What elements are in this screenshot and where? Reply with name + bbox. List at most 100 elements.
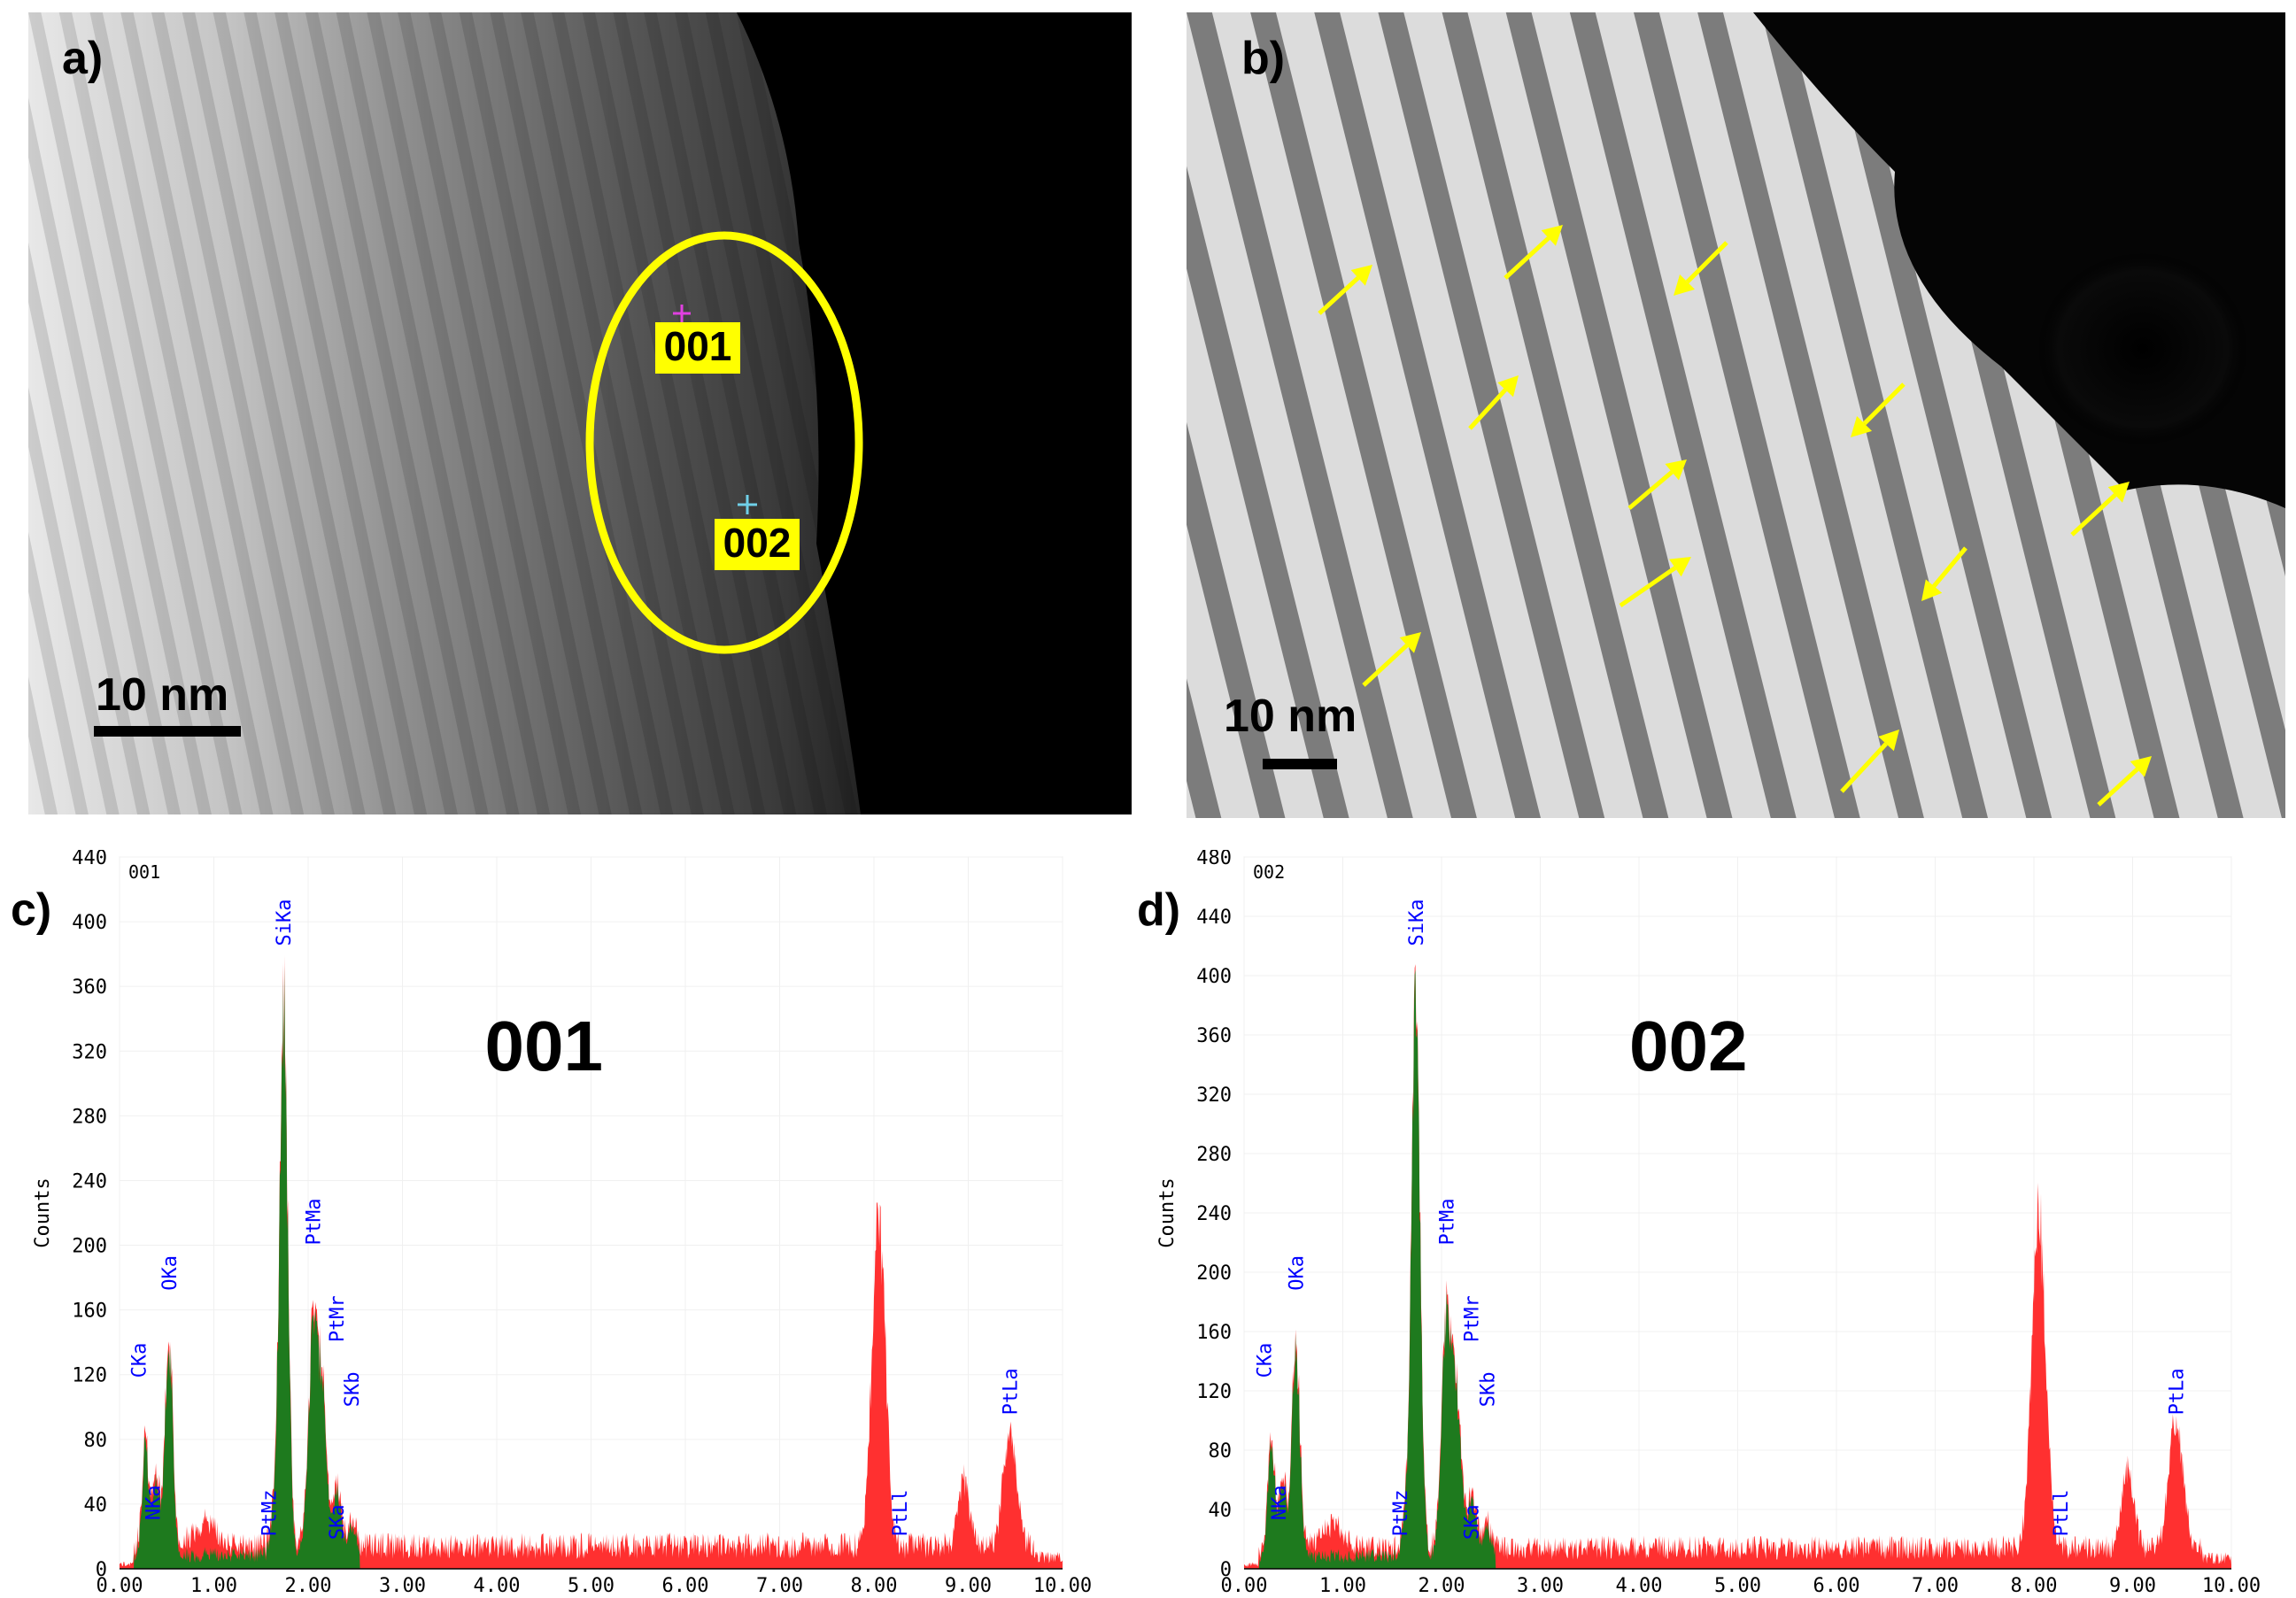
eds-spectrum-002: 0 40 80 120 160 200 240 280 320 360 400 440 480 0.00 1… — [1142, 847, 2284, 1597]
peak-label-skb: SKb — [1477, 1372, 1499, 1408]
peak-label-oka: OKa — [159, 1255, 182, 1291]
stem-image-a-canvas: 001 002 10 nm — [28, 12, 1132, 814]
peak-label-ptmr: PtMr — [1461, 1295, 1483, 1342]
peak-label-skb: SKb — [342, 1372, 364, 1408]
y-tick-label: 480 — [1196, 850, 1232, 869]
panel-label-c: c) — [11, 884, 52, 936]
peak-label-ptla: PtLa — [1000, 1368, 1022, 1415]
y-tick-label: 280 — [1196, 1144, 1232, 1166]
peak-label-ptll: PtLl — [890, 1489, 912, 1536]
peak-label-ska: SKa — [327, 1504, 349, 1540]
x-tick-label: 7.00 — [756, 1575, 803, 1594]
x-tick-label: 6.00 — [1813, 1575, 1860, 1594]
x-tick-label: 4.00 — [474, 1575, 521, 1594]
spectrum-corner-label: 002 — [1253, 861, 1285, 883]
y-tick-label: 120 — [1196, 1381, 1232, 1403]
peak-label-cka: CKa — [1254, 1343, 1276, 1378]
peak-label-ptla: PtLa — [2167, 1368, 2189, 1415]
x-tick-label: 6.00 — [662, 1575, 709, 1594]
peak-label-sika: SiKa — [1406, 899, 1428, 946]
y-tick-label: 320 — [72, 1041, 107, 1063]
y-tick-label: 160 — [1196, 1322, 1232, 1344]
x-tick-label: 4.00 — [1616, 1575, 1663, 1594]
arrow-1 — [1318, 265, 1372, 315]
y-tick-label: 360 — [1196, 1025, 1232, 1047]
arrow-10 — [2070, 482, 2130, 537]
arrow-9 — [1921, 546, 1967, 601]
arrow-7 — [1619, 557, 1691, 608]
y-tick-label: 80 — [1209, 1440, 1233, 1463]
spot-001-label-bg — [655, 322, 740, 374]
spectrum-big-label: 001 — [485, 1007, 603, 1085]
spectrum-corner-label: 001 — [128, 861, 160, 883]
spot-001-marker — [673, 305, 691, 322]
spot-002-label-bg — [715, 519, 800, 570]
x-tick-label: 5.00 — [568, 1575, 615, 1594]
y-tick-label: 320 — [1196, 1085, 1232, 1107]
panel-label-a: a) — [62, 33, 104, 84]
x-tick-label: 3.00 — [1517, 1575, 1564, 1594]
x-tick-label: 7.00 — [1912, 1575, 1959, 1594]
y-tick-label: 240 — [1196, 1203, 1232, 1225]
stem-image-b: 10 nm — [1187, 12, 2285, 818]
scale-bar-a — [94, 726, 241, 737]
peak-label-ptmz: PtMz — [259, 1489, 281, 1536]
y-axis-label: Counts — [32, 1177, 54, 1247]
arrow-2 — [1504, 225, 1563, 280]
peak-label-ptmz: PtMz — [1390, 1489, 1412, 1536]
y-tick-label: 440 — [72, 850, 107, 869]
y-tick-label: 40 — [1209, 1500, 1233, 1522]
x-tick-label: 8.00 — [2011, 1575, 2058, 1594]
eds-spectrum-002-svg: 0 40 80 120 160 200 240 280 320 360 400 440 480 0.00 1… — [1156, 847, 2261, 1597]
peak-label-ptmr: PtMr — [327, 1295, 349, 1342]
peak-label-ptma: PtMa — [303, 1199, 325, 1246]
x-tick-label: 0.00 — [97, 1575, 143, 1594]
stem-image-b-canvas: 10 nm — [1187, 12, 2285, 818]
panel-label-d: d) — [1137, 884, 1181, 936]
y-tick-label: 360 — [72, 977, 107, 999]
spot-002-label: 002 — [723, 520, 792, 566]
arrow-4 — [1468, 375, 1519, 430]
y-tick-label: 240 — [72, 1170, 107, 1193]
x-tick-label: 1.00 — [190, 1575, 237, 1594]
y-axis-label: Counts — [1156, 1177, 1179, 1247]
x-tick-label: 2.00 — [285, 1575, 332, 1594]
region-ellipse — [585, 231, 863, 654]
spot-001-label: 001 — [664, 323, 732, 369]
peak-label-ska: SKa — [1461, 1504, 1483, 1540]
spectrum-big-label: 002 — [1629, 1007, 1747, 1085]
y-tick-label: 400 — [72, 912, 107, 934]
x-tick-label: 9.00 — [945, 1575, 992, 1594]
spot-002-marker — [738, 495, 757, 514]
x-tick-label: 9.00 — [2109, 1575, 2156, 1594]
y-tick-label: 0 — [96, 1559, 107, 1581]
arrow-6 — [1627, 459, 1687, 510]
peak-label-nka: NKa — [1269, 1485, 1291, 1520]
x-tick-label: 3.00 — [379, 1575, 426, 1594]
y-tick-label: 400 — [1196, 966, 1232, 988]
peak-label-cka: CKa — [128, 1343, 151, 1378]
x-tick-label: 1.00 — [1319, 1575, 1366, 1594]
spectrum-total-area — [1244, 964, 2231, 1569]
peak-label-sika: SiKa — [274, 899, 296, 946]
arrow-group — [1318, 225, 2152, 807]
x-tick-label: 8.00 — [851, 1575, 898, 1594]
y-tick-label: 160 — [72, 1301, 107, 1323]
peak-label-ptma: PtMa — [1437, 1199, 1459, 1246]
scale-bar-b — [1263, 759, 1337, 769]
x-tick-label: 2.00 — [1419, 1575, 1465, 1594]
arrow-11 — [1840, 730, 1899, 793]
y-tick-label: 200 — [72, 1236, 107, 1258]
y-tick-label: 280 — [72, 1106, 107, 1128]
x-tick-label: 10.00 — [2202, 1575, 2261, 1594]
arrow-8 — [1362, 632, 1421, 687]
arrow-5 — [1851, 382, 1906, 437]
y-tick-label: 440 — [1196, 907, 1232, 929]
stem-image-a: 001 002 10 nm — [28, 12, 1132, 814]
spectrum-total-area — [120, 955, 1063, 1569]
arrow-12 — [2097, 756, 2152, 807]
y-tick-label: 80 — [84, 1430, 108, 1452]
x-tick-label: 10.00 — [1033, 1575, 1092, 1594]
peak-label-nka: NKa — [143, 1485, 165, 1520]
arrow-3 — [1674, 241, 1728, 296]
